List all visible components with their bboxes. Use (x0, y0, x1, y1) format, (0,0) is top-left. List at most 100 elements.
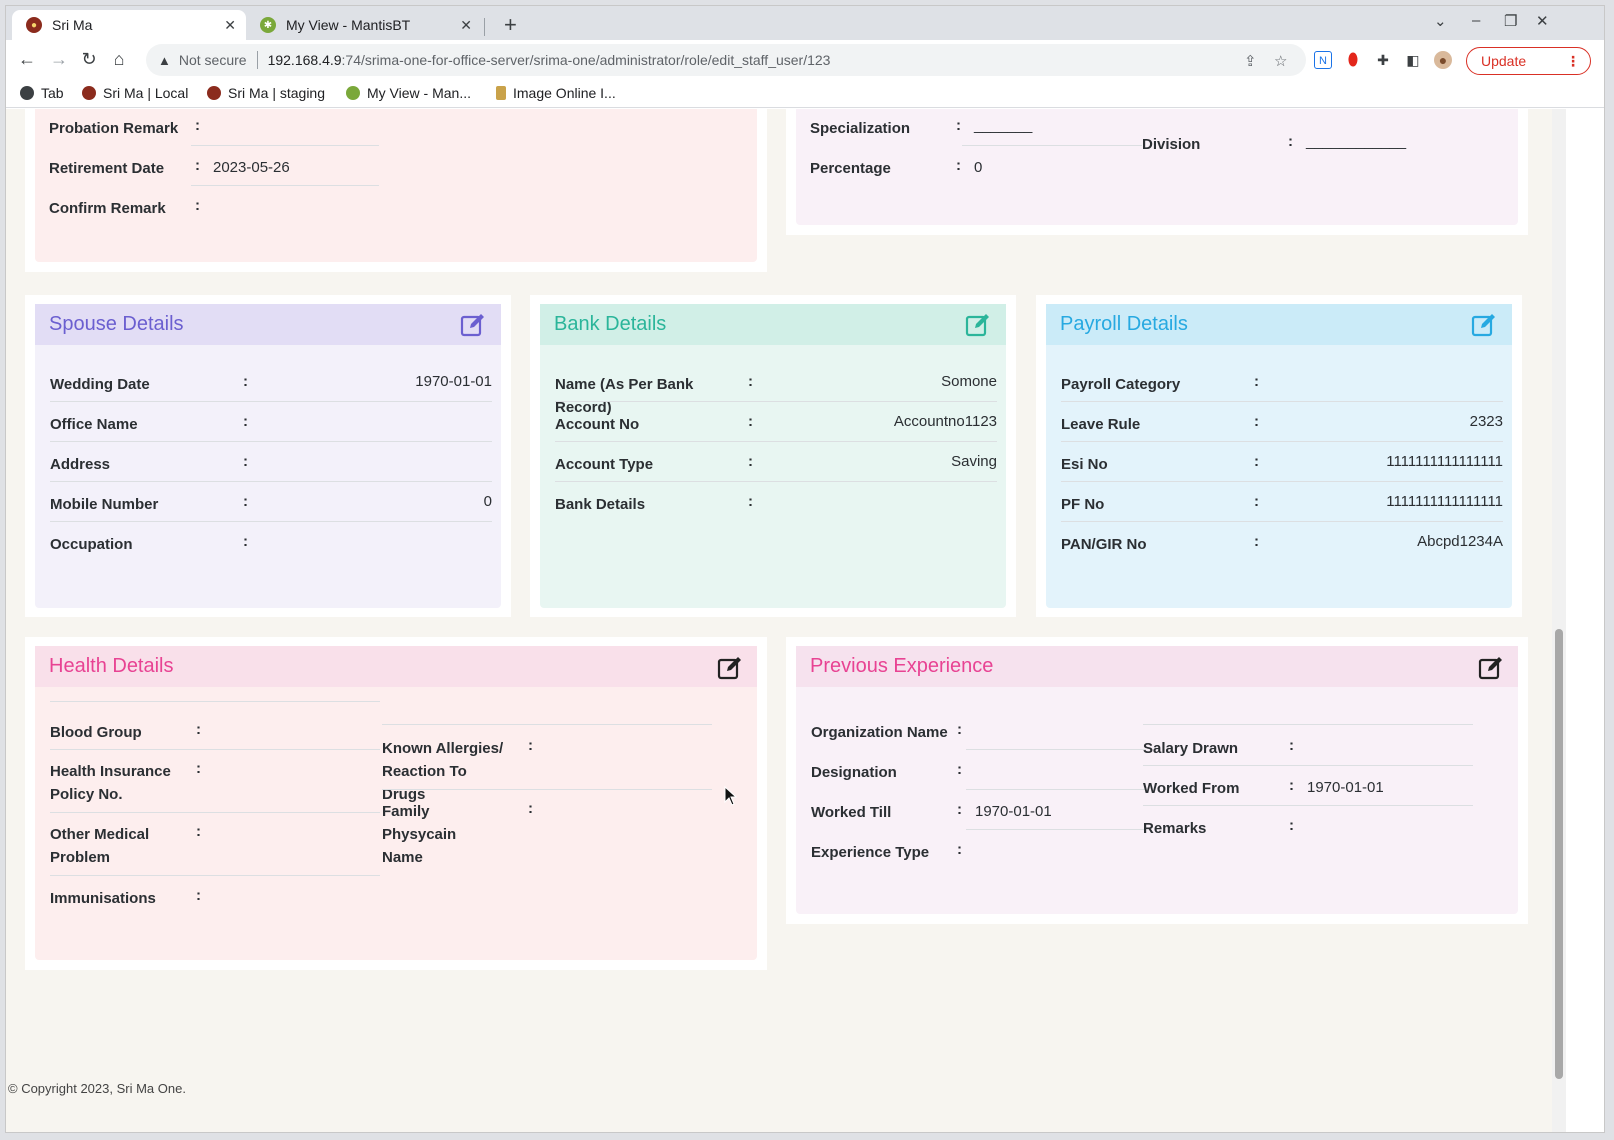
image-online-icon (496, 86, 506, 100)
edit-icon[interactable] (1478, 655, 1504, 681)
field-colon: : (1254, 533, 1259, 550)
field-colon: : (748, 373, 753, 390)
field-label: Remarks (1143, 820, 1207, 837)
row-divider (555, 441, 997, 442)
bookmark-label: Image Online I... (513, 85, 616, 101)
tab-sri-ma[interactable]: ● Sri Ma ✕ (12, 10, 246, 40)
edit-icon[interactable] (965, 312, 991, 338)
close-tab-icon[interactable]: ✕ (460, 16, 472, 33)
bookmark-sri-ma-local[interactable]: Sri Ma | Local (82, 85, 188, 101)
profile-avatar-icon[interactable]: ● (1434, 51, 1452, 69)
field-colon: : (1254, 413, 1259, 430)
menu-dots-icon: ⋮ (1566, 52, 1580, 69)
restore-icon[interactable]: ❐ (1504, 13, 1518, 30)
row-divider (962, 145, 1142, 146)
mouse-cursor-icon (724, 786, 738, 806)
health-details-body (35, 646, 757, 960)
card-title: Payroll Details (1060, 313, 1188, 335)
omnibox-divider (256, 51, 258, 69)
field-value: 1970-01-01 (1307, 779, 1384, 796)
row-divider (1143, 724, 1473, 725)
url-path: :74/srima-one-for-office-server/srima-on… (341, 52, 831, 68)
row-divider (382, 724, 712, 725)
row-divider (1061, 401, 1503, 402)
row-divider (1061, 481, 1503, 482)
globe-icon (20, 86, 34, 100)
edit-icon[interactable] (1471, 312, 1497, 338)
field-label: Wedding Date (50, 376, 150, 393)
field-colon: : (195, 197, 200, 214)
bookmark-image-online[interactable]: Image Online I... (496, 85, 616, 101)
field-label: Organization Name (811, 724, 948, 741)
qualification-details-body: Specialization : _______ Percentage : 0 … (796, 109, 1518, 225)
field-colon: : (748, 453, 753, 470)
sri-ma-favicon-icon: ● (26, 17, 42, 33)
field-value: 1970-01-01 (975, 803, 1052, 820)
side-panel-icon[interactable]: ◧ (1406, 52, 1420, 68)
tab-mantisbt[interactable]: ✱ My View - MantisBT ✕ (246, 10, 482, 40)
field-colon: : (196, 760, 201, 777)
health-details-header: Health Details (35, 646, 757, 687)
bookmark-sri-ma-staging[interactable]: Sri Ma | staging (207, 85, 325, 101)
field-colon: : (1288, 133, 1293, 150)
field-colon: : (1254, 493, 1259, 510)
field-colon: : (748, 413, 753, 430)
tab-separator (484, 18, 485, 36)
field-colon: : (243, 373, 248, 390)
page-scrollbar[interactable] (1552, 109, 1566, 1132)
new-tab-icon[interactable]: + (504, 12, 517, 37)
forward-icon[interactable]: → (50, 49, 68, 69)
row-divider (191, 185, 379, 186)
page-footer: © Copyright 2023, Sri Ma One. (6, 1080, 1552, 1108)
bookmark-star-icon[interactable]: ☆ (1274, 53, 1288, 70)
close-tab-icon[interactable]: ✕ (224, 16, 236, 33)
field-value: Somone (941, 373, 997, 390)
scrollbar-thumb[interactable] (1555, 629, 1563, 1079)
field-colon: : (957, 801, 962, 818)
extension-n-icon[interactable]: N (1314, 51, 1332, 69)
field-value: 1111111111111111 (1386, 453, 1503, 470)
extensions-puzzle-icon[interactable]: ✚ (1377, 52, 1389, 68)
field-value: Accountno1123 (893, 413, 997, 430)
field-value: 2323 (1469, 413, 1503, 430)
field-value: _______ (974, 117, 1033, 134)
field-label: Known Allergies/ Reaction To Drugs (382, 740, 504, 803)
field-label: Name (As Per Bank Record) (555, 376, 694, 416)
back-icon[interactable]: ← (18, 49, 36, 69)
tab-search-icon[interactable]: ⌄ (1434, 13, 1447, 30)
copyright-text: © Copyright 2023, Sri Ma One. (8, 1081, 186, 1096)
qualification-details-card: Specialization : _______ Percentage : 0 … (786, 109, 1528, 235)
bookmark-label: Sri Ma | staging (228, 85, 326, 101)
field-label: Bank Details (555, 496, 646, 513)
field-colon: : (243, 413, 248, 430)
close-window-icon[interactable]: ✕ (1536, 13, 1549, 30)
bookmark-tab[interactable]: Tab (20, 85, 64, 101)
edit-icon[interactable] (460, 312, 486, 338)
row-divider (50, 812, 380, 813)
url-host: 192.168.4.9 (267, 52, 342, 68)
address-bar[interactable]: ▲ Not secure 192.168.4.9:74/srima-one-fo… (146, 44, 1306, 76)
field-value: 2023-05-26 (213, 159, 290, 176)
bank-details-card: Bank Details (530, 295, 1016, 617)
reload-icon[interactable]: ↻ (81, 49, 97, 69)
update-button[interactable]: Update ⋮ (1466, 47, 1591, 75)
minimize-icon[interactable]: – (1472, 12, 1481, 29)
row-divider (50, 481, 492, 482)
bookmark-my-view[interactable]: My View - Man... (346, 85, 471, 101)
field-value: Abcpd1234A (1417, 533, 1503, 550)
field-label: Salary Drawn (1143, 740, 1239, 757)
opera-extension-icon[interactable]: ⬮ (1347, 50, 1359, 69)
field-colon: : (528, 800, 533, 817)
payroll-details-body (1046, 304, 1512, 608)
row-divider (50, 521, 492, 522)
previous-experience-card: Previous Experience (786, 637, 1528, 924)
field-label: Experience Type (811, 844, 930, 861)
edit-icon[interactable] (717, 655, 743, 681)
share-icon[interactable]: ⇪ (1244, 53, 1257, 70)
field-colon: : (957, 761, 962, 778)
bookmark-label: Tab (41, 85, 64, 101)
field-label: PAN/GIR No (1061, 536, 1147, 553)
row-divider (1143, 765, 1473, 766)
home-icon[interactable]: ⌂ (113, 49, 125, 69)
field-label: Leave Rule (1061, 416, 1141, 433)
